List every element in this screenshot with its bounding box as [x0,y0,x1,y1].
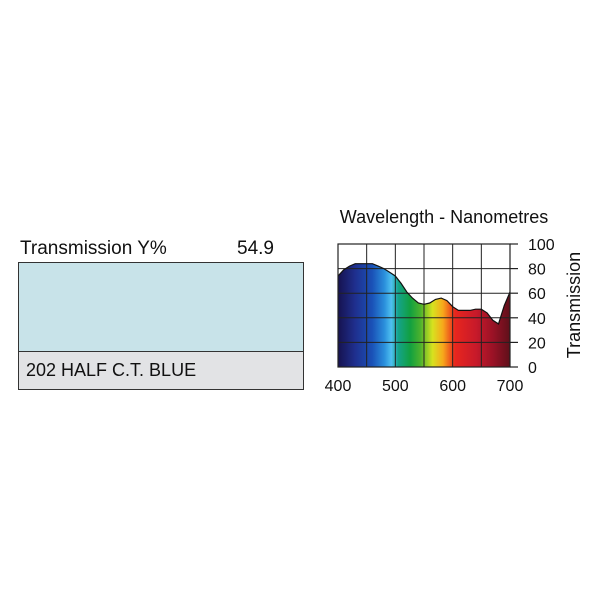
y-axis-label: Transmission [564,252,584,358]
x-tick-label: 700 [497,378,524,395]
filter-name-label: 202 HALF C.T. BLUE [18,352,304,390]
chart-title: Wavelength - Nanometres [340,207,548,227]
y-tick-label: 20 [528,335,546,352]
y-tick-label: 80 [528,262,546,279]
x-tick-label: 500 [382,378,409,395]
plot-frame [337,243,511,368]
x-tick-label: 600 [439,378,466,395]
transmission-label: Transmission Y% [20,238,167,259]
transmission-value: 54.9 [237,238,274,259]
y-tick-label: 100 [528,237,555,254]
transmission-header: Transmission Y% 54.9 [20,238,274,260]
color-swatch [18,262,304,352]
y-tick-label: 60 [528,286,546,303]
transmission-line [337,263,511,325]
y-tick-label: 0 [528,360,537,377]
x-tick-label: 400 [325,378,352,395]
y-tick-label: 40 [528,311,546,328]
